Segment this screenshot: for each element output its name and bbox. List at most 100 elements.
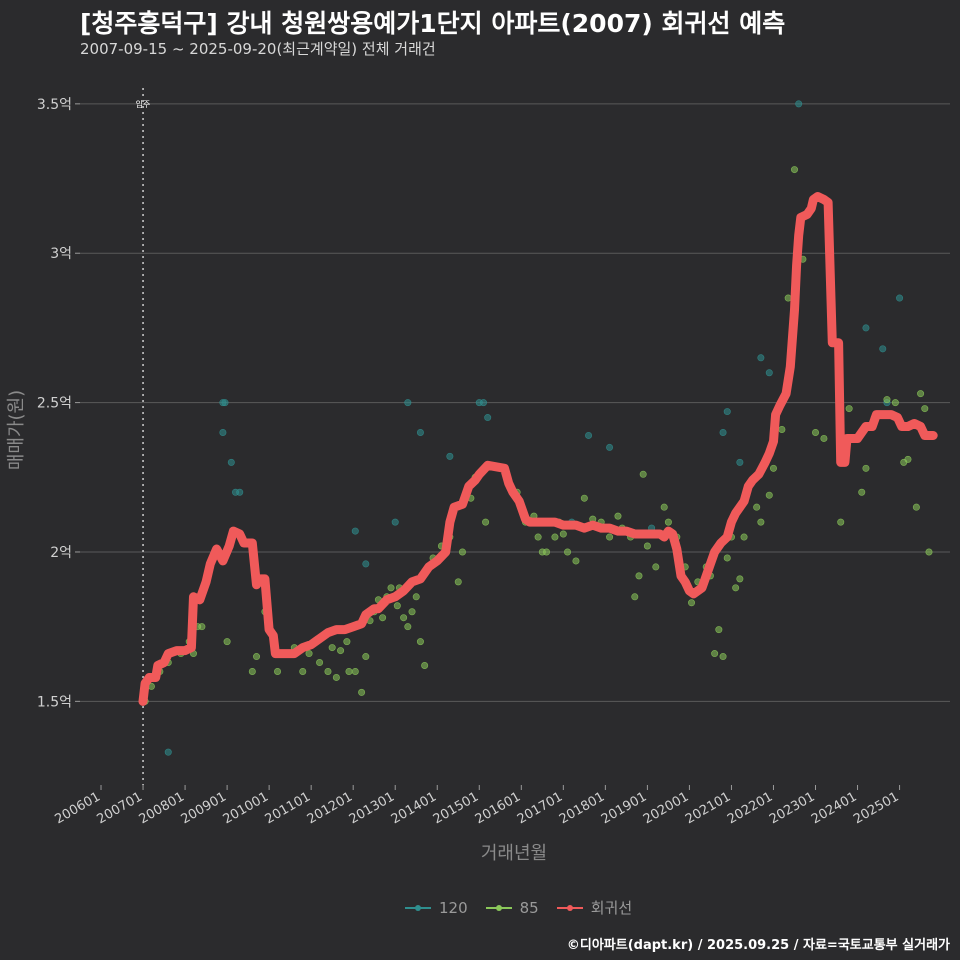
data-point-85 — [660, 503, 668, 511]
legend-label-85: 85 — [519, 898, 539, 917]
data-point-85 — [274, 667, 282, 675]
x-tick-label: 201301 — [347, 789, 397, 827]
legend-key-regression-icon — [556, 904, 583, 911]
legend: 120 85 회귀선 — [405, 897, 650, 918]
data-point-85 — [362, 653, 370, 661]
data-point-120 — [479, 399, 487, 407]
data-point-85 — [778, 425, 786, 433]
data-point-120 — [404, 399, 412, 407]
data-point-85 — [614, 512, 622, 520]
data-point-85 — [912, 503, 920, 511]
data-point-85 — [543, 548, 551, 556]
data-point-85 — [639, 470, 647, 478]
legend-item-120[interactable]: 120 — [405, 899, 468, 917]
data-point-85 — [732, 584, 740, 592]
data-point-85 — [862, 464, 870, 472]
data-point-85 — [723, 554, 731, 562]
data-point-85 — [580, 494, 588, 502]
data-point-85 — [643, 542, 651, 550]
x-tick-label: 200601 — [53, 789, 103, 827]
x-tick-label: 201501 — [431, 789, 481, 827]
data-point-120 — [606, 443, 614, 451]
regression-line — [138, 192, 938, 706]
chart-subtitle: 2007-09-15 ~ 2025-09-20(최근계약일) 전체 거래건 — [80, 40, 436, 58]
data-point-85 — [551, 533, 559, 541]
y-tick-label: 1.5억 — [37, 694, 72, 710]
legend-label-120: 120 — [439, 898, 468, 917]
x-tick-label: 202001 — [641, 789, 691, 827]
data-point-120 — [164, 748, 172, 756]
data-point-85 — [769, 464, 777, 472]
data-point-85 — [223, 638, 231, 646]
data-point-85 — [559, 530, 567, 538]
data-point-85 — [635, 572, 643, 580]
y-axis-label: 매매가(원) — [6, 390, 27, 470]
source-credit: ©디아파트(dapt.kr) / 2025.09.25 / 자료=국토교통부 실… — [566, 938, 950, 953]
data-point-85 — [253, 653, 261, 661]
data-point-85 — [482, 518, 490, 526]
data-point-85 — [757, 518, 765, 526]
data-point-85 — [606, 533, 614, 541]
data-point-120 — [719, 428, 727, 436]
data-point-85 — [393, 602, 401, 610]
data-point-85 — [299, 667, 307, 675]
x-tick-label: 201101 — [263, 789, 313, 827]
data-point-85 — [790, 166, 798, 174]
regression-path — [138, 192, 938, 706]
data-point-85 — [631, 593, 639, 601]
data-point-85 — [784, 294, 792, 302]
data-point-120 — [723, 408, 731, 416]
data-point-120 — [896, 294, 904, 302]
x-tick-label: 201901 — [599, 789, 649, 827]
data-point-85 — [904, 455, 912, 463]
data-point-85 — [820, 434, 828, 442]
data-point-120 — [351, 527, 359, 535]
legend-item-85[interactable]: 85 — [485, 898, 539, 917]
data-point-120 — [757, 354, 765, 362]
data-point-85 — [454, 578, 462, 586]
x-tick-label: 201701 — [515, 789, 565, 827]
legend-item-regression[interactable]: 회귀선 — [556, 897, 633, 918]
data-point-120 — [219, 428, 227, 436]
legend-label-regression: 회귀선 — [590, 899, 633, 917]
data-point-85 — [305, 650, 313, 658]
data-point-120 — [765, 369, 773, 377]
y-tick-label: 3.5억 — [37, 97, 72, 113]
data-point-85 — [421, 661, 429, 669]
data-point-85 — [837, 518, 845, 526]
data-point-85 — [416, 638, 424, 646]
y-tick-label: 3억 — [50, 246, 72, 262]
data-point-85 — [248, 667, 256, 675]
data-point-85 — [765, 491, 773, 499]
x-tick-label: 202101 — [683, 789, 733, 827]
data-point-85 — [328, 644, 336, 652]
data-point-120 — [221, 399, 229, 407]
data-point-85 — [917, 390, 925, 398]
data-point-85 — [564, 548, 572, 556]
data-point-85 — [753, 503, 761, 511]
x-tick-label: 201801 — [557, 789, 607, 827]
data-point-85 — [345, 667, 353, 675]
x-tick-label: 202201 — [725, 789, 775, 827]
data-point-85 — [400, 614, 408, 622]
data-point-85 — [404, 623, 412, 631]
x-tick-label: 201001 — [221, 789, 271, 827]
data-point-85 — [198, 623, 206, 631]
move-in-label: 입주 — [136, 100, 151, 109]
data-point-120 — [391, 518, 399, 526]
data-point-120 — [862, 324, 870, 332]
data-point-85 — [925, 548, 933, 556]
y-axis-ticks: 1.5억 2억 2.5억 3억 3.5억 — [37, 97, 80, 710]
data-point-120 — [227, 458, 235, 466]
data-point-85 — [387, 584, 395, 592]
y-tick-label: 2억 — [50, 545, 72, 561]
data-point-120 — [795, 100, 803, 108]
x-tick-label: 200701 — [95, 789, 145, 827]
data-point-85 — [812, 428, 820, 436]
data-point-120 — [236, 488, 244, 496]
legend-key-120-icon — [405, 904, 431, 911]
data-point-85 — [316, 659, 324, 667]
x-tick-label: 201401 — [389, 789, 439, 827]
data-point-85 — [343, 638, 351, 646]
